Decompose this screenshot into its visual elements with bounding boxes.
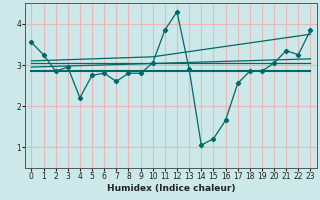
X-axis label: Humidex (Indice chaleur): Humidex (Indice chaleur)	[107, 184, 235, 193]
